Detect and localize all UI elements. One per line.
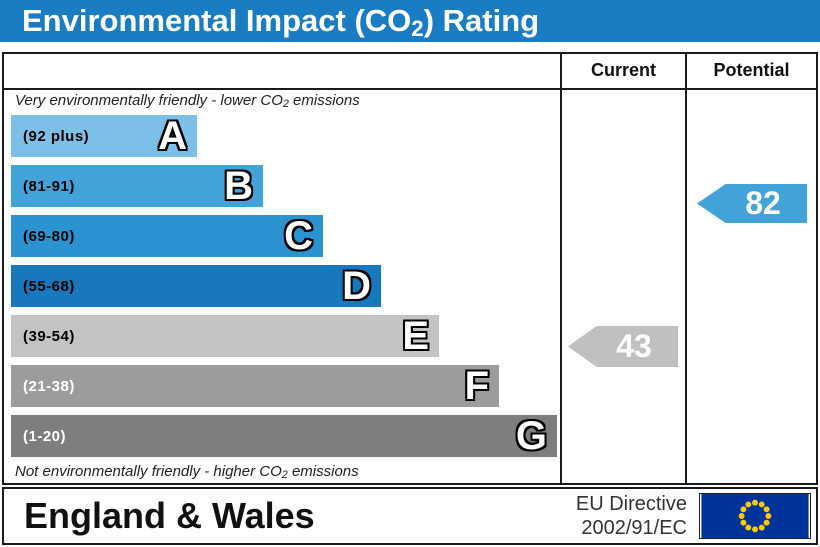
eu-flag-stars (738, 499, 772, 533)
bottom-note-text: Not environmentally friendly - higher CO (15, 463, 282, 480)
band-bar-f: (21-38) F (11, 365, 499, 407)
region-label: England & Wales (24, 495, 315, 536)
band-range-g: (1-20) (23, 427, 67, 445)
band-letter-f: F (464, 364, 489, 408)
band-bar-a: (92 plus) A (11, 115, 197, 157)
eu-flag (699, 493, 811, 539)
band-range-f: (21-38) (23, 377, 75, 395)
table-header-row: Current Potential (4, 54, 816, 90)
band-range-e: (39-54) (23, 327, 75, 345)
band-bar-e: (39-54) E (11, 315, 439, 357)
band-letter-b: B (224, 164, 253, 208)
top-note-subscript: 2 (282, 98, 289, 111)
current-column: 43 (560, 90, 685, 483)
bottom-note-suffix: emissions (287, 463, 359, 480)
header-spacer-cell (4, 54, 560, 88)
band-bar-b: (81-91) B (11, 165, 263, 207)
potential-rating-value: 82 (745, 185, 781, 221)
page-title-prefix: Environmental Impact (CO (22, 3, 412, 38)
potential-rating-arrow: 82 (697, 184, 807, 223)
current-rating-value: 43 (616, 328, 652, 364)
table-body: Very environmentally friendly - lower CO… (4, 90, 816, 483)
eu-directive-line2: 2002/91/EC (581, 517, 687, 539)
top-note-suffix: emissions (288, 92, 360, 109)
top-note: Very environmentally friendly - lower CO… (15, 92, 360, 111)
band-letter-c: C (284, 214, 313, 258)
band-range-d: (55-68) (23, 277, 75, 295)
eu-directive-label: EU Directive 2002/91/EC (576, 492, 687, 540)
band-letter-g: G (515, 414, 547, 458)
title-bar: Environmental Impact (CO2) Rating (0, 0, 820, 42)
band-bar-c: (69-80) C (11, 215, 323, 257)
header-potential-cell: Potential (685, 54, 816, 88)
band-range-c: (69-80) (23, 227, 75, 245)
rating-table: Current Potential Very environmentally f… (2, 52, 818, 485)
band-bar-d: (55-68) D (11, 265, 381, 307)
ratings-panel: Very environmentally friendly - lower CO… (4, 90, 560, 483)
page-title-suffix: ) Rating (423, 3, 540, 38)
current-rating-arrow: 43 (568, 326, 678, 367)
potential-column: 82 (685, 90, 816, 483)
band-letter-e: E (402, 314, 429, 358)
page-title-subscript: 2 (411, 15, 424, 41)
band-letter-a: A (158, 114, 187, 158)
bottom-note: Not environmentally friendly - higher CO… (15, 463, 359, 482)
rating-bands: (92 plus) A (81-91) B (69-80) C (55-68) … (11, 115, 560, 465)
header-current-cell: Current (560, 54, 685, 88)
band-bar-g: (1-20) G (11, 415, 557, 457)
band-range-b: (81-91) (23, 177, 75, 195)
band-range-a: (92 plus) (23, 127, 90, 145)
band-letter-d: D (342, 264, 371, 308)
footer-bar: England & Wales EU Directive 2002/91/EC (2, 487, 818, 545)
top-note-text: Very environmentally friendly - lower CO (15, 92, 283, 109)
bottom-note-subscript: 2 (281, 469, 288, 482)
eu-directive-line1: EU Directive (575, 493, 687, 515)
